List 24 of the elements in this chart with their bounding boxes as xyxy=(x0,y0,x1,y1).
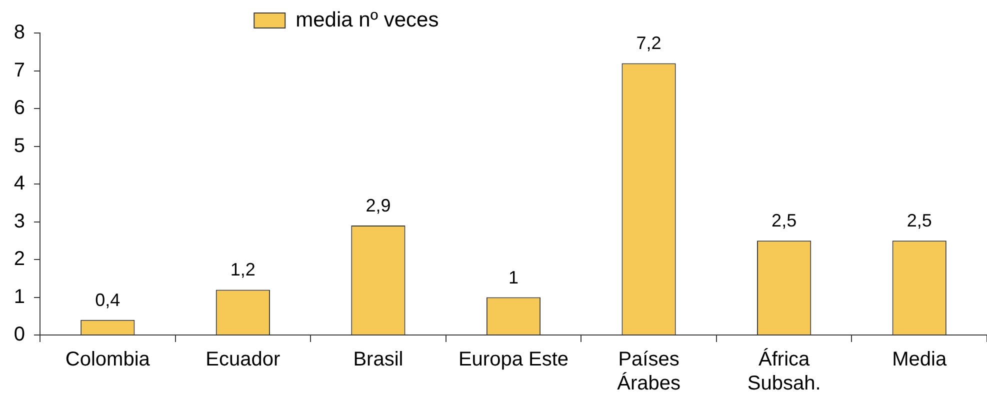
y-tick-label: 6 xyxy=(14,97,25,120)
y-tick-label: 8 xyxy=(14,22,25,44)
x-tick-label: Brasil xyxy=(353,348,404,371)
y-tick-label: 5 xyxy=(14,134,25,157)
y-tick-label: 3 xyxy=(14,210,25,232)
legend-label: media nº veces xyxy=(296,8,439,32)
x-tick-label: Ecuador xyxy=(206,348,281,371)
x-tick-label: África Subsah. xyxy=(747,348,821,395)
data-label: 7,2 xyxy=(636,33,662,54)
y-tick-label: 7 xyxy=(14,59,25,82)
x-tick-label: Países Árabes xyxy=(617,348,680,395)
data-label: 2,9 xyxy=(366,196,391,216)
x-tick-label: Europa Este xyxy=(458,348,569,371)
x-tick-label: Colombia xyxy=(65,348,151,371)
data-label: 0,4 xyxy=(95,290,120,310)
data-label: 1,2 xyxy=(230,260,256,280)
y-tick-label: 1 xyxy=(14,286,25,308)
x-tick-label: Media xyxy=(892,348,948,371)
data-label: 2,5 xyxy=(772,210,797,231)
y-tick-label: 4 xyxy=(14,172,25,195)
data-label: 1 xyxy=(508,267,519,288)
y-tick-label: 0 xyxy=(14,324,25,346)
data-label: 2,5 xyxy=(906,210,932,231)
y-tick-label: 2 xyxy=(14,248,25,270)
